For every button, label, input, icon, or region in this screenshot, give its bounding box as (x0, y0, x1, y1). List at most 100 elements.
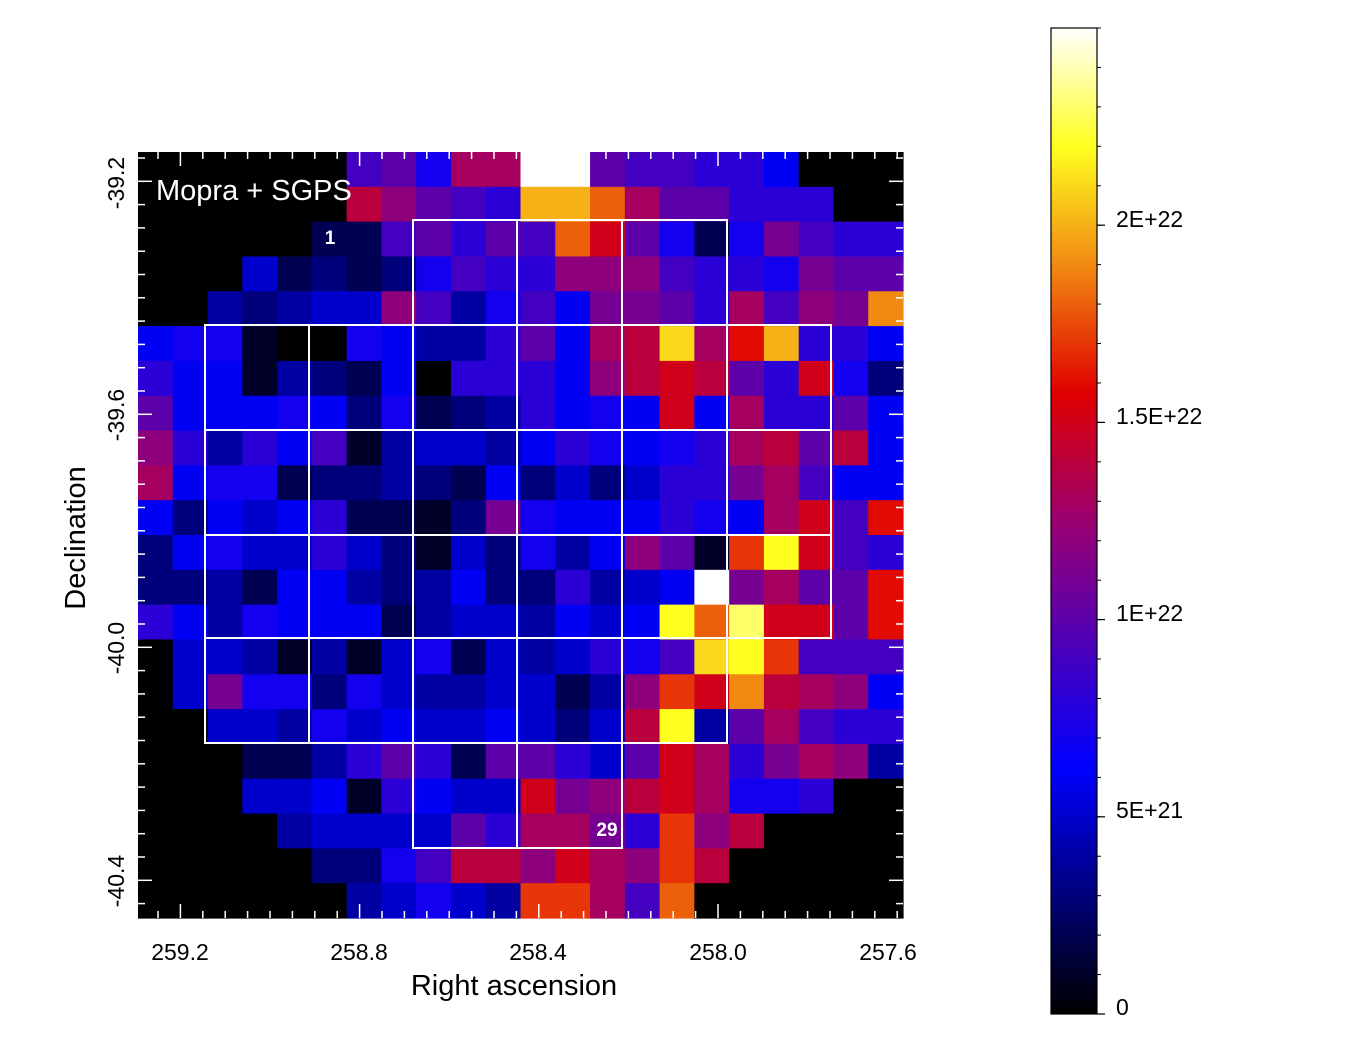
heatmap-cell (659, 465, 695, 501)
heatmap-cell (833, 709, 869, 745)
heatmap-cell (416, 360, 452, 397)
heatmap-cell (763, 639, 800, 675)
heatmap-cell (311, 569, 348, 606)
heatmap-cell (450, 883, 487, 919)
heatmap-cell (729, 674, 765, 710)
heatmap-cell (277, 291, 313, 327)
heatmap-cell (277, 639, 313, 675)
heatmap-cell (520, 604, 556, 641)
heatmap-cell (868, 778, 904, 815)
heatmap-cell (659, 326, 695, 362)
heatmap-cell (763, 465, 800, 501)
heatmap-cell (311, 709, 348, 745)
heatmap-cell (659, 256, 695, 292)
heatmap-cell (416, 465, 452, 501)
heatmap-cell (277, 535, 313, 571)
heatmap-cell (485, 743, 522, 780)
heatmap-cell (798, 569, 835, 606)
heatmap-cell (868, 465, 904, 501)
heatmap-cell (381, 186, 417, 223)
heatmap-cell (138, 813, 174, 849)
heatmap-cell (242, 395, 278, 432)
heatmap-cell (346, 604, 383, 641)
heatmap-cell (590, 569, 626, 606)
heatmap-cell (694, 360, 730, 397)
heatmap-cell (798, 778, 835, 815)
heatmap-cell (450, 465, 487, 501)
heatmap-cell (416, 256, 452, 292)
heatmap-cell (624, 535, 661, 571)
heatmap-cell (624, 883, 661, 919)
colorbar-ticks (1097, 27, 1105, 1015)
heatmap-cell (416, 326, 452, 362)
heatmap-cell (555, 256, 591, 292)
colorbar-tick-label: 5E+21 (1116, 797, 1183, 823)
heatmap-cell (798, 500, 835, 536)
heatmap-cell (659, 778, 695, 815)
heatmap-cell (798, 360, 835, 397)
heatmap-cell (798, 186, 835, 223)
heatmap-cell (485, 604, 522, 641)
heatmap-cell (138, 500, 174, 536)
heatmap-cell (833, 186, 869, 223)
heatmap-cell (172, 395, 209, 432)
heatmap-cell (138, 848, 174, 884)
heatmap-cell (277, 152, 313, 188)
y-axis-label: Declination (60, 466, 92, 609)
heatmap-cell (381, 395, 417, 432)
heatmap-cell (763, 360, 800, 397)
heatmap-cell (729, 256, 765, 292)
heatmap-cell (138, 465, 174, 501)
heatmap-cell (346, 465, 383, 501)
heatmap-cell (172, 813, 209, 849)
heatmap-cell (242, 674, 278, 710)
heatmap-cell (520, 535, 556, 571)
heatmap-cell (485, 848, 522, 884)
heatmap-cell (346, 221, 383, 258)
heatmap-cell (450, 256, 487, 292)
heatmap-cell (311, 883, 348, 919)
heatmap-cell (138, 430, 174, 466)
heatmap-cell (416, 604, 452, 641)
heatmap-cell (485, 221, 522, 258)
heatmap-cell (659, 430, 695, 466)
heatmap-cell (520, 360, 556, 397)
heatmap-cell (763, 709, 800, 745)
heatmap-cell (833, 256, 869, 292)
x-tick-label: 258.0 (689, 939, 747, 965)
heatmap-cell (485, 709, 522, 745)
heatmap-cell (590, 778, 626, 815)
heatmap-cell (694, 813, 730, 849)
heatmap-cell (868, 535, 904, 571)
y-tick-label: -39.2 (103, 157, 129, 209)
heatmap-cell (555, 186, 591, 223)
heatmap-cell (729, 152, 765, 188)
x-tick-label: 258.8 (330, 939, 388, 965)
heatmap-cell (346, 430, 383, 466)
heatmap-cell (242, 186, 278, 223)
heatmap-cell (207, 186, 243, 223)
heatmap-cell (729, 430, 765, 466)
heatmap-cell (833, 360, 869, 397)
heatmap-cell (346, 883, 383, 919)
heatmap-cell (659, 395, 695, 432)
colorbar-tick-label: 1.5E+22 (1116, 403, 1202, 429)
heatmap-cell (346, 848, 383, 884)
heatmap-cell (172, 256, 209, 292)
heatmap-cell (485, 883, 522, 919)
y-tick-label: -39.6 (103, 389, 129, 441)
heatmap-cell (138, 535, 174, 571)
heatmap-cell (694, 883, 730, 919)
heatmap-cell (450, 535, 487, 571)
heatmap-cell (763, 813, 800, 849)
heatmap-cell (242, 256, 278, 292)
heatmap-cell (381, 152, 417, 188)
region-grid (204, 219, 832, 849)
heatmap-cell (798, 152, 835, 188)
heatmap-cell (763, 430, 800, 466)
heatmap-cell (311, 639, 348, 675)
heatmap-cell (381, 674, 417, 710)
heatmap-cell (833, 395, 869, 432)
heatmap-cell (381, 813, 417, 849)
heatmap-cell (242, 709, 278, 745)
